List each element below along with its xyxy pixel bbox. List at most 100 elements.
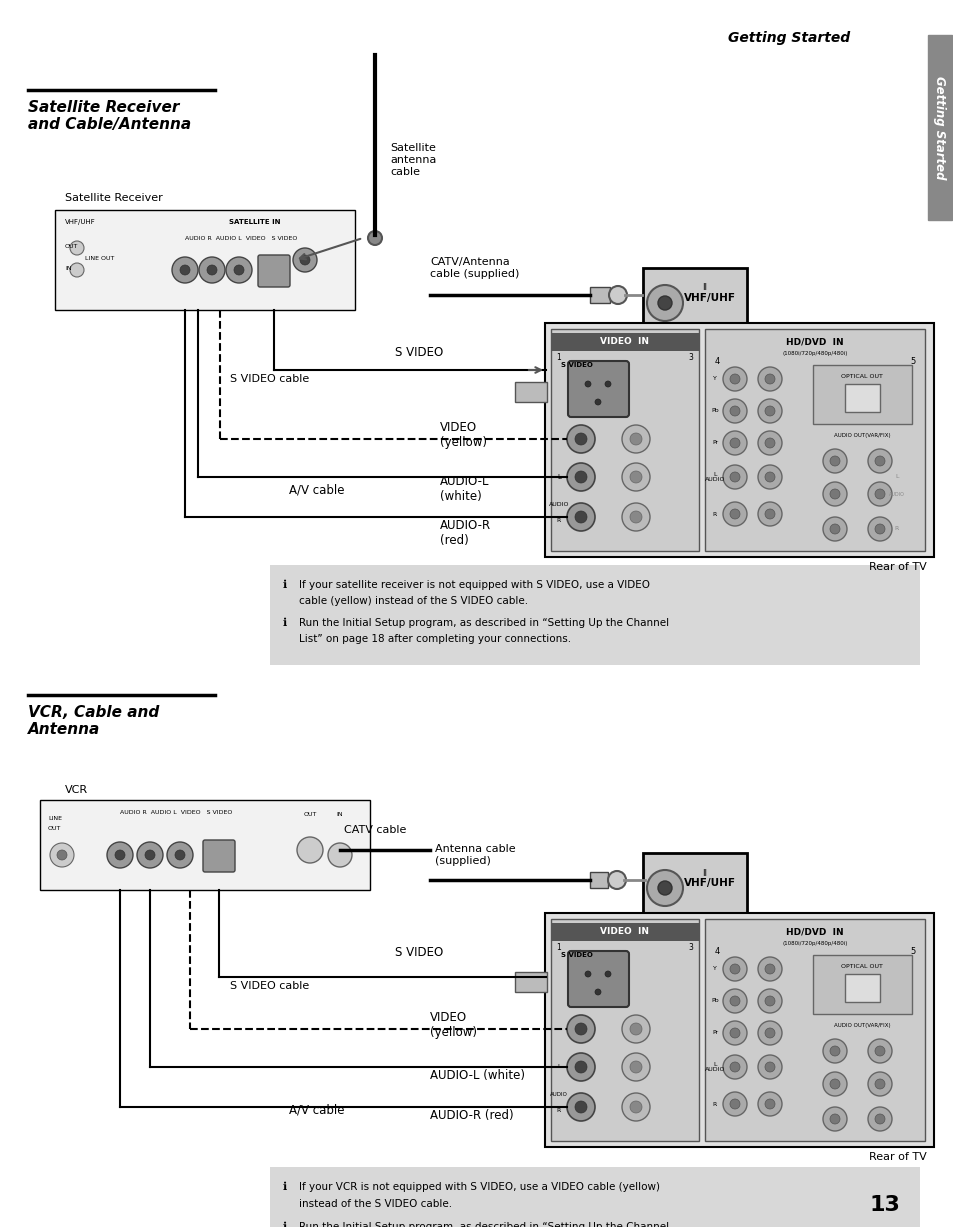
Circle shape (722, 431, 746, 455)
Circle shape (874, 1045, 884, 1056)
Circle shape (629, 1101, 641, 1113)
Circle shape (658, 881, 671, 894)
Bar (704, 329, 924, 551)
Bar (270, 1167, 919, 1227)
Circle shape (566, 1093, 595, 1121)
Bar (704, 919, 924, 1141)
Circle shape (729, 996, 740, 1006)
Circle shape (764, 406, 774, 416)
Circle shape (758, 1055, 781, 1079)
Circle shape (595, 399, 600, 405)
Text: S VIDEO cable: S VIDEO cable (230, 982, 310, 991)
Circle shape (729, 1099, 740, 1109)
Circle shape (199, 256, 225, 283)
Text: L
AUDIO: L AUDIO (704, 471, 724, 482)
Circle shape (729, 1063, 740, 1072)
Bar (927, 36, 951, 220)
Text: Antenna cable
(supplied): Antenna cable (supplied) (435, 844, 515, 866)
Circle shape (629, 1061, 641, 1072)
Text: HD/DVD  IN: HD/DVD IN (785, 337, 842, 346)
Circle shape (822, 517, 846, 541)
Text: (1080i/720p/480p/480i): (1080i/720p/480p/480i) (781, 351, 847, 356)
Text: CATV cable: CATV cable (343, 825, 406, 836)
Circle shape (629, 471, 641, 483)
Bar (551, 919, 699, 1141)
Text: OUT: OUT (303, 812, 316, 817)
Circle shape (167, 842, 193, 867)
Circle shape (621, 1053, 649, 1081)
Circle shape (758, 399, 781, 423)
Circle shape (629, 1023, 641, 1036)
FancyBboxPatch shape (589, 287, 609, 303)
Text: VHF/UHF: VHF/UHF (683, 879, 735, 888)
Circle shape (145, 850, 154, 860)
Circle shape (172, 256, 198, 283)
Circle shape (822, 1072, 846, 1096)
FancyBboxPatch shape (515, 382, 546, 402)
Circle shape (758, 957, 781, 982)
Circle shape (70, 240, 84, 255)
Text: OUT: OUT (48, 826, 61, 831)
Circle shape (764, 1099, 774, 1109)
Circle shape (764, 472, 774, 482)
Text: AUDIO-R
(red): AUDIO-R (red) (439, 519, 491, 547)
Circle shape (621, 425, 649, 453)
Circle shape (233, 265, 244, 275)
Circle shape (137, 842, 163, 867)
Bar (551, 329, 699, 551)
FancyBboxPatch shape (544, 913, 933, 1147)
Circle shape (70, 263, 84, 277)
Text: Getting Started: Getting Started (727, 31, 849, 45)
Circle shape (867, 449, 891, 472)
Text: AUDIO-L (white): AUDIO-L (white) (430, 1069, 524, 1082)
Text: IN: IN (65, 266, 71, 271)
Circle shape (764, 964, 774, 974)
Circle shape (822, 482, 846, 506)
Text: 5: 5 (909, 357, 915, 367)
Circle shape (874, 490, 884, 499)
FancyBboxPatch shape (544, 323, 933, 557)
Circle shape (764, 509, 774, 519)
Circle shape (566, 463, 595, 491)
Text: AUDIO R  AUDIO L  VIDEO   S VIDEO: AUDIO R AUDIO L VIDEO S VIDEO (185, 236, 297, 240)
Circle shape (226, 256, 252, 283)
Circle shape (874, 524, 884, 534)
Text: VHF/UHF: VHF/UHF (65, 218, 95, 225)
Text: S VIDEO: S VIDEO (395, 946, 443, 960)
Text: Y: Y (712, 967, 717, 972)
Text: Pr: Pr (711, 440, 718, 445)
Circle shape (604, 382, 610, 387)
Text: Pr: Pr (711, 1031, 718, 1036)
Circle shape (867, 482, 891, 506)
Circle shape (722, 399, 746, 423)
FancyBboxPatch shape (642, 267, 746, 337)
Circle shape (822, 1039, 846, 1063)
Text: VIDEO  IN: VIDEO IN (599, 337, 649, 346)
Text: If your satellite receiver is not equipped with S VIDEO, use a VIDEO: If your satellite receiver is not equipp… (298, 580, 649, 590)
Text: Satellite
antenna
cable: Satellite antenna cable (390, 144, 436, 177)
Circle shape (874, 1079, 884, 1090)
Circle shape (575, 471, 586, 483)
Circle shape (646, 870, 682, 906)
Circle shape (566, 425, 595, 453)
Circle shape (584, 382, 590, 387)
Circle shape (822, 449, 846, 472)
Text: II: II (701, 283, 707, 292)
Circle shape (604, 971, 610, 977)
Text: S VIDEO: S VIDEO (560, 952, 592, 958)
Bar (40, 800, 370, 890)
Circle shape (758, 431, 781, 455)
Text: R: R (712, 1102, 717, 1107)
Text: ℹ: ℹ (283, 1222, 287, 1227)
Circle shape (722, 989, 746, 1014)
Circle shape (57, 850, 67, 860)
Text: 3: 3 (688, 942, 693, 951)
Circle shape (729, 406, 740, 416)
Text: OPTICAL OUT: OPTICAL OUT (841, 374, 882, 379)
Text: LINE: LINE (48, 816, 62, 821)
Text: Getting Started: Getting Started (933, 76, 945, 179)
Circle shape (658, 296, 671, 310)
Text: AUDIO OUT(VAR/FIX): AUDIO OUT(VAR/FIX) (833, 1022, 889, 1027)
Circle shape (566, 1053, 595, 1081)
Circle shape (575, 1061, 586, 1072)
